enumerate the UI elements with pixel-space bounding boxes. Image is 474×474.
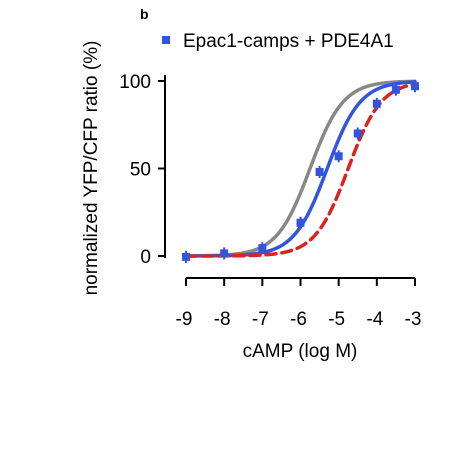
point-marker: [354, 130, 362, 138]
data-point: [373, 98, 381, 110]
point-marker: [182, 253, 190, 261]
data-point: [297, 217, 305, 229]
y-tick-label: 0: [140, 247, 151, 268]
panel-label: b: [140, 6, 149, 22]
x-tick-label: -9: [176, 309, 193, 330]
data-point: [316, 166, 324, 178]
y-axis-title: normalized YFP/CFP ratio (%): [81, 41, 102, 296]
legend-marker: [162, 36, 170, 44]
x-tick-label: -7: [252, 309, 269, 330]
point-marker: [411, 82, 419, 90]
x-tick-label: -6: [290, 309, 307, 330]
y-ticks: 0 50 100: [119, 72, 165, 268]
point-marker: [258, 244, 266, 252]
point-marker: [335, 152, 343, 160]
data-point: [335, 150, 343, 162]
x-tick-label: -3: [405, 309, 422, 330]
x-axis-title: cAMP (log M): [243, 341, 358, 362]
fit-curve-2: [186, 84, 415, 256]
point-marker: [316, 168, 324, 176]
legend: Epac1-camps + PDE4A1: [162, 31, 394, 52]
point-marker: [220, 249, 228, 257]
x-tick-label: -5: [328, 309, 345, 330]
point-marker: [392, 86, 400, 94]
x-ticks: -9 -8 -7 -6 -5 -4 -3: [176, 278, 422, 330]
fit-curve-0: [186, 82, 415, 256]
x-tick-label: -8: [214, 309, 231, 330]
legend-label: Epac1-camps + PDE4A1: [183, 31, 394, 52]
data-point: [182, 251, 190, 263]
point-marker: [373, 100, 381, 108]
x-tick-label: -4: [366, 309, 383, 330]
data-points: [182, 80, 419, 263]
y-tick-label: 100: [119, 72, 151, 93]
point-marker: [297, 219, 305, 227]
y-tick-label: 50: [130, 160, 151, 181]
